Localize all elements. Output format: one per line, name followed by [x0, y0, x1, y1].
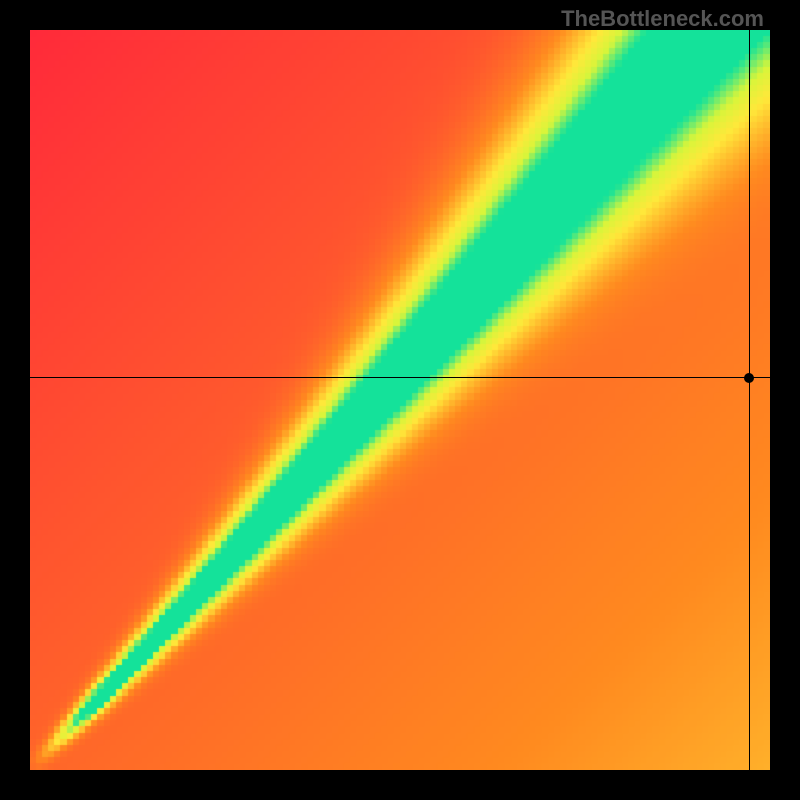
- crosshair-horizontal: [30, 377, 770, 378]
- bottleneck-heatmap: [30, 30, 770, 770]
- watermark-text: TheBottleneck.com: [561, 6, 764, 32]
- crosshair-vertical: [749, 30, 750, 770]
